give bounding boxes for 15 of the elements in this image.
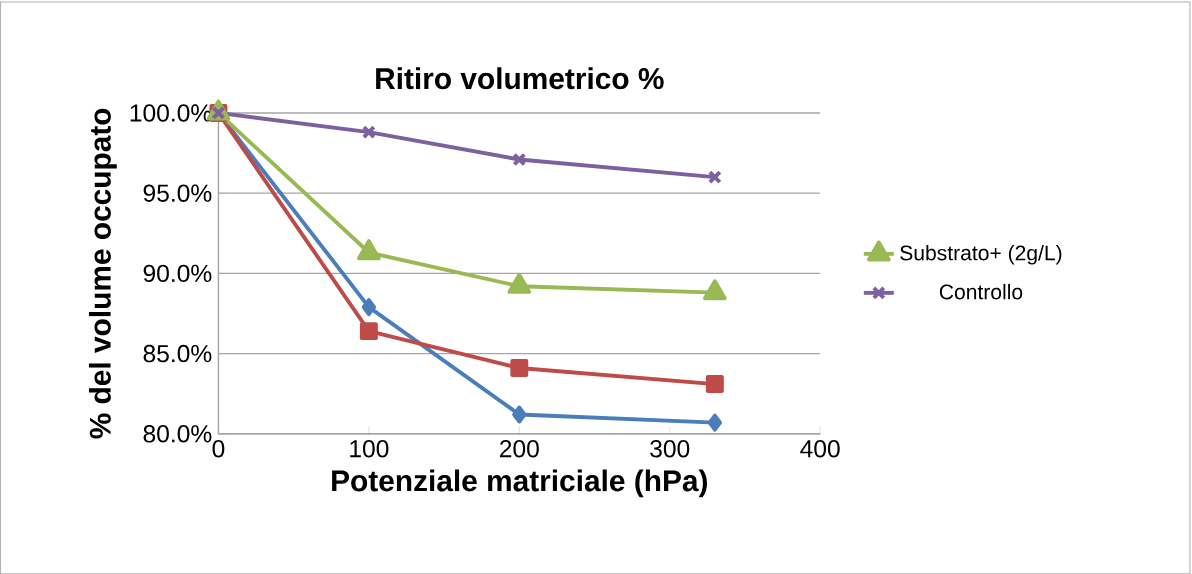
y-tick-label: 90.0% [143, 264, 212, 282]
y-tick-label: 85.0% [143, 344, 212, 363]
x-tick-label: 100 [350, 439, 389, 458]
x-tick-label: 300 [650, 439, 690, 458]
y-tick-label: 100.0% [130, 104, 212, 122]
chart-title: Ritiro volumetrico % [376, 67, 664, 90]
legend-label: Controllo [939, 283, 1023, 300]
legend-label: Substrato+ (2g/L) [900, 244, 1062, 265]
x-axis-title: Potenziale matriciale (hPa) [332, 469, 707, 498]
y-tick-label: 80.0% [143, 424, 212, 443]
x-tick-label: 400 [800, 439, 840, 458]
x-tick-label: 0 [212, 439, 225, 458]
x-tick-label: 200 [500, 439, 539, 458]
y-axis-title: % del volume occupato [88, 108, 117, 439]
y-tick-label: 95.0% [143, 184, 212, 202]
